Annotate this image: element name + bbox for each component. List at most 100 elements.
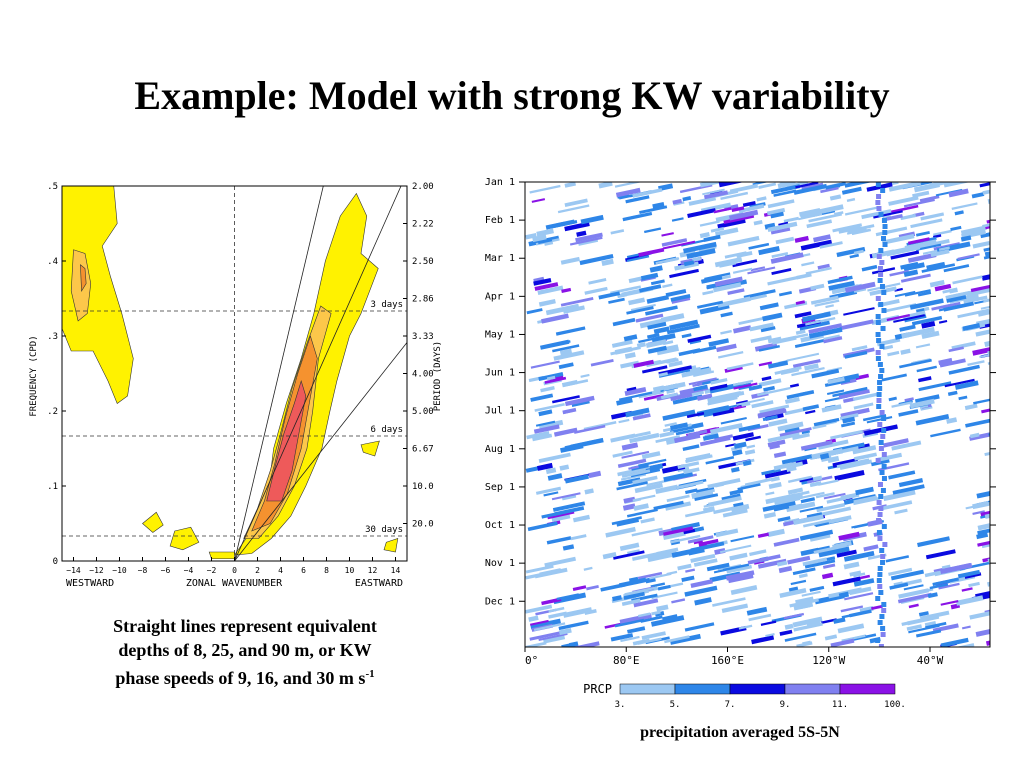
precip-streak [979,182,990,188]
precip-streak [881,464,887,469]
precip-streak [584,286,608,295]
precip-streak [560,256,580,265]
precip-streak [844,592,874,601]
precip-streak [810,295,839,305]
precip-streak [915,231,930,237]
precip-streak [886,313,910,322]
precip-streak [969,432,980,439]
precip-streak [779,629,793,636]
precip-streak [825,182,847,190]
precip-streak [725,443,736,448]
precip-streak [641,631,666,640]
precip-streak [630,463,649,471]
dispersion-line-25m [234,186,402,561]
precip-streak [528,615,539,622]
precip-streak [921,263,956,273]
precip-streak [649,265,663,273]
precip-streak [738,316,767,325]
precip-streak [664,635,690,644]
precip-streak [744,477,772,487]
precip-streak [877,386,883,391]
precip-streak [917,291,932,297]
precip-streak [898,409,919,417]
precip-streak [554,506,585,516]
x-tick-label: −2 [207,566,217,575]
precip-streak [879,470,885,475]
precip-streak [883,438,909,448]
precip-streak [661,232,674,237]
precip-streak [722,508,748,518]
precip-streak [863,544,879,552]
precip-streak [921,321,936,329]
precip-streak [525,604,553,614]
precip-streak [875,332,881,337]
precip-streak [836,246,866,258]
precip-streak [875,200,881,205]
precip-streak [891,440,922,451]
precip-streak [882,542,888,547]
precip-streak [649,572,672,580]
precip-streak [851,345,868,352]
precip-streak [610,433,636,443]
precip-streak [637,612,651,618]
precip-streak [687,334,712,343]
precip-streak [778,502,790,508]
precip-streak [877,620,883,625]
precip-streak [638,247,665,257]
precip-streak [656,604,669,612]
precip-streak [729,552,748,561]
precip-streak [730,535,755,543]
longitude-tick-label: 0° [525,654,538,667]
precip-streak [672,198,683,205]
precip-streak [730,503,750,513]
precip-streak [638,335,667,344]
precip-streak [538,372,564,381]
period-tick-label: 20.0 [412,520,434,530]
precip-streak [572,514,590,523]
precip-streak [626,386,637,392]
precip-streak [634,482,664,494]
precip-streak [875,356,881,361]
precip-streak [547,473,563,481]
precip-streak [745,435,762,442]
precip-streak [629,432,660,444]
precip-streak [610,229,625,235]
precip-streak [532,234,547,243]
precip-streak [948,364,980,375]
precip-streak [916,308,925,313]
precip-streak [756,196,767,202]
precip-streak [605,526,636,538]
precip-streak [662,530,686,541]
precip-streak [970,284,990,293]
precip-streak [546,375,556,381]
precip-streak [666,494,690,503]
precip-streak [676,480,704,490]
precip-streak [530,393,554,402]
precip-streak [533,622,566,632]
precip-streak [815,492,835,499]
precip-streak [564,395,595,407]
precip-streak [888,396,897,402]
precip-streak [612,317,636,327]
precip-streak [804,559,836,569]
precip-streak [768,481,782,489]
precip-streak [529,631,562,641]
precip-streak [880,632,886,637]
precip-streak [758,378,782,387]
colorbar-label: PRCP [583,682,612,696]
precip-streak [793,514,824,526]
precip-streak [890,250,920,260]
precip-streak [806,219,833,229]
precip-streak [733,502,744,508]
precip-streak [844,182,876,188]
precip-streak [615,187,641,198]
precip-streak [805,409,816,415]
precip-streak [881,608,887,613]
precip-streak [721,603,749,613]
precip-streak [653,326,670,335]
precip-streak [718,182,750,188]
y-tick-label: .5 [47,182,58,192]
precip-streak [877,566,883,571]
precip-streak [876,392,882,397]
precip-streak [827,376,845,385]
